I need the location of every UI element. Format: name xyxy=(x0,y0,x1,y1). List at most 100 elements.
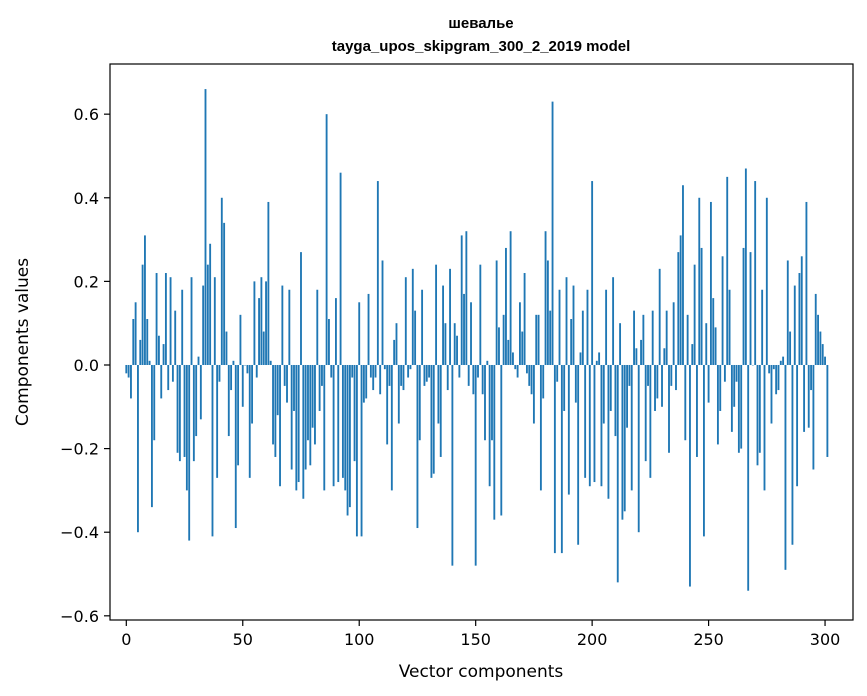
bar xyxy=(539,364,542,491)
bar xyxy=(619,323,622,365)
bar xyxy=(355,364,358,537)
y-tick-label: 0.4 xyxy=(74,189,99,208)
bar xyxy=(339,172,342,365)
bar xyxy=(328,319,330,365)
bar xyxy=(281,285,284,365)
bar xyxy=(376,181,379,365)
bar xyxy=(241,364,244,407)
bar xyxy=(595,360,598,365)
bar xyxy=(612,277,615,365)
bar xyxy=(670,364,673,386)
bar xyxy=(805,201,808,365)
bar xyxy=(749,252,752,365)
bar xyxy=(600,364,603,487)
bar xyxy=(141,264,144,365)
bar xyxy=(649,364,652,478)
bar xyxy=(167,364,170,391)
bar xyxy=(311,364,314,428)
bar xyxy=(768,364,771,374)
bar xyxy=(607,364,610,499)
chart-subtitle: tayga_upos_skipgram_300_2_2019 model xyxy=(332,38,631,55)
chart-title: шевалье xyxy=(448,15,513,32)
bar xyxy=(365,364,368,399)
bar xyxy=(502,314,505,365)
bar xyxy=(821,344,824,365)
bar xyxy=(171,364,174,382)
bar xyxy=(630,364,633,491)
bar xyxy=(246,364,249,374)
y-tick-label: −0.6 xyxy=(60,607,99,626)
bar xyxy=(458,364,461,378)
bar xyxy=(512,352,514,365)
bar xyxy=(726,176,729,365)
bar xyxy=(265,281,267,365)
bar xyxy=(335,298,337,365)
x-axis: 0 50 100 150 200 250 300 xyxy=(121,620,840,649)
bar xyxy=(747,364,750,591)
bar xyxy=(728,289,731,365)
bar xyxy=(181,289,184,365)
bar xyxy=(770,364,773,424)
bar xyxy=(379,364,382,395)
bar xyxy=(516,364,519,378)
bar xyxy=(267,201,270,365)
bar xyxy=(318,364,321,411)
bar xyxy=(404,277,407,365)
bar xyxy=(479,264,482,365)
bar xyxy=(192,364,195,462)
bar xyxy=(586,289,589,365)
bar xyxy=(439,364,442,457)
bar xyxy=(435,264,438,365)
bar xyxy=(626,364,628,428)
bar xyxy=(213,277,216,365)
bar xyxy=(679,235,682,365)
bar xyxy=(383,364,386,370)
plot-frame xyxy=(109,63,854,621)
bar xyxy=(260,277,263,365)
bar xyxy=(658,268,661,365)
bar xyxy=(733,364,736,407)
y-axis: −0.6 −0.4 −0.2 0.0 0.2 0.4 0.6 xyxy=(60,105,110,626)
bar xyxy=(563,364,566,411)
bar xyxy=(668,364,670,453)
bar xyxy=(656,364,659,399)
bar xyxy=(572,285,575,365)
bar xyxy=(532,364,535,424)
bar xyxy=(682,185,684,365)
bar xyxy=(258,298,260,365)
bar xyxy=(323,364,326,491)
bar xyxy=(269,360,272,365)
bar xyxy=(451,364,454,566)
bar xyxy=(465,231,468,365)
bar xyxy=(677,252,680,365)
x-tick-label: 100 xyxy=(344,630,375,649)
bar xyxy=(293,364,295,411)
bar xyxy=(344,364,347,491)
bar xyxy=(386,364,389,445)
x-tick-label: 150 xyxy=(460,630,491,649)
bar xyxy=(716,364,719,445)
bar xyxy=(290,364,293,470)
x-tick-label: 50 xyxy=(233,630,253,649)
bar xyxy=(703,364,705,537)
bar xyxy=(144,235,146,365)
bar xyxy=(814,293,817,365)
bar xyxy=(488,364,491,487)
bar xyxy=(367,293,370,365)
bar xyxy=(819,331,822,365)
bar xyxy=(414,310,417,365)
bar xyxy=(786,260,789,365)
bar xyxy=(530,364,533,395)
bar xyxy=(286,364,288,403)
bar xyxy=(544,231,547,365)
bar xyxy=(484,364,486,441)
bar xyxy=(216,364,219,478)
bar xyxy=(651,310,654,365)
bar xyxy=(162,344,165,365)
bar xyxy=(560,364,563,554)
bar xyxy=(183,364,186,457)
bar xyxy=(453,323,456,365)
bar xyxy=(139,339,142,365)
bar xyxy=(302,364,305,499)
bar xyxy=(446,364,449,391)
